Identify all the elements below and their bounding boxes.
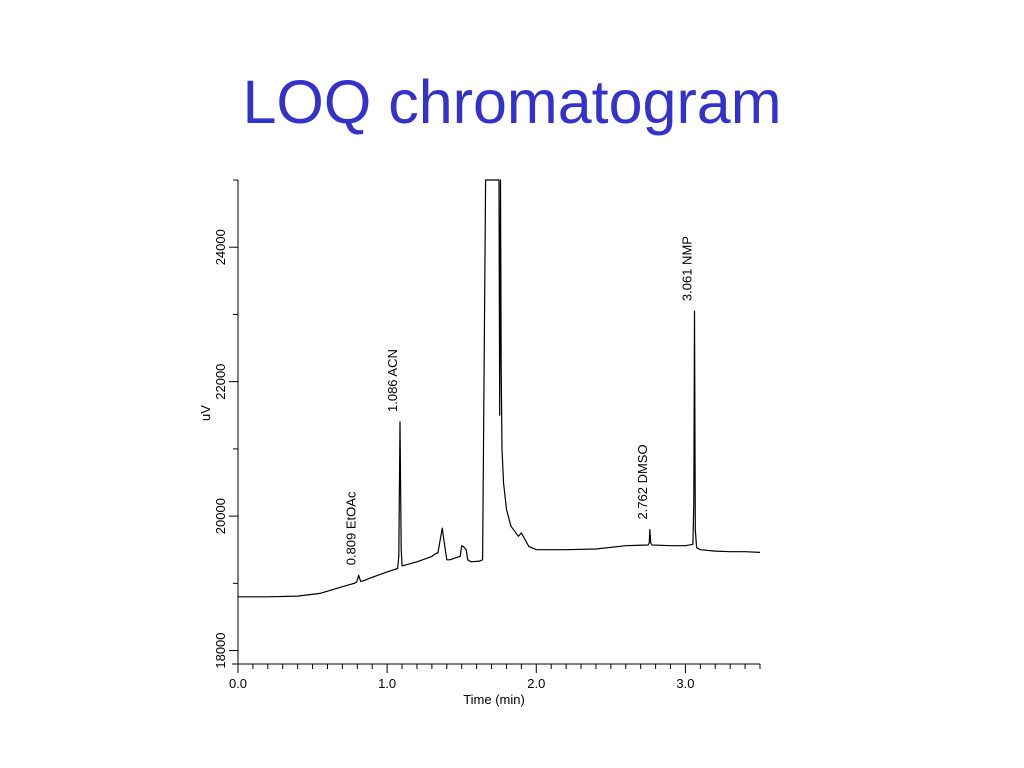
x-tick-label: 0.0: [229, 676, 247, 691]
peak-label: 2.762 DMSO: [635, 444, 650, 519]
x-tick-label: 3.0: [676, 676, 694, 691]
peak-label: 1.086 ACN: [385, 349, 400, 412]
peak-label: 0.809 EtOAc: [344, 491, 359, 565]
peak-label: 3.061 NMP: [680, 236, 695, 301]
y-tick-label: 22000: [213, 364, 228, 400]
slide-title: LOQ chromatogram: [242, 68, 782, 136]
y-axis-title: uV: [198, 405, 213, 421]
x-axis-title: Time (min): [463, 692, 525, 707]
x-tick-label: 2.0: [527, 676, 545, 691]
y-tick-label: 20000: [213, 498, 228, 534]
x-tick-label: 1.0: [378, 676, 396, 691]
y-tick-label: 18000: [213, 632, 228, 668]
chromatogram-trace: [238, 179, 761, 598]
y-tick-label: 24000: [213, 229, 228, 265]
